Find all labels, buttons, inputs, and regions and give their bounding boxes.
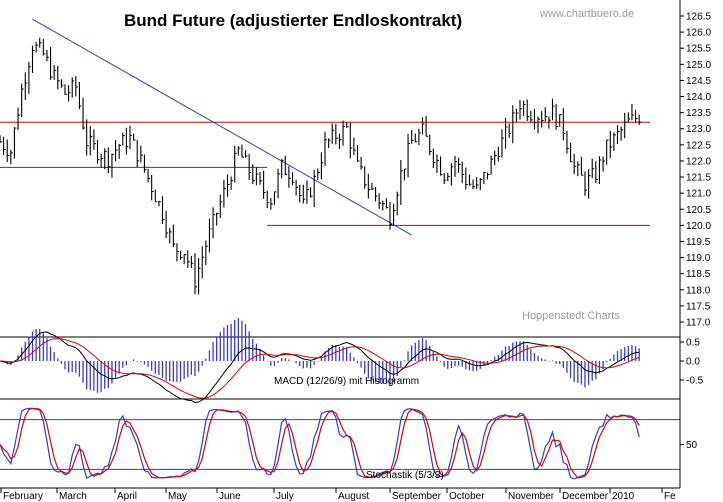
- y-tick-label: 120.5: [686, 205, 711, 216]
- x-tick-label: June: [219, 491, 241, 502]
- y-tick-label: 121.0: [686, 189, 711, 200]
- x-tick-label: September: [392, 491, 442, 502]
- stochastic-d-line: [0, 408, 640, 479]
- y-tick-label: 124.5: [686, 76, 711, 87]
- stochastic-levels: [0, 419, 680, 470]
- y-tick-label: 126.0: [686, 28, 711, 39]
- macd-label: MACD (12/26/9) mit Histogramm: [274, 376, 419, 387]
- trend-line-0: [32, 18, 412, 236]
- y-tick-label: 126.5: [686, 12, 711, 23]
- y-tick-label: 117.5: [686, 301, 711, 312]
- price-bars: [0, 37, 642, 295]
- y-tick-label: 117.0: [686, 318, 711, 329]
- macd-histogram: [2, 318, 640, 393]
- x-tick-label: Fe: [664, 491, 676, 502]
- x-tick-label: May: [168, 491, 187, 502]
- macd-y-tick-label: 0.5: [686, 338, 700, 349]
- macd-y-tick-label: -0.5: [686, 376, 704, 387]
- x-tick-label: August: [338, 491, 369, 502]
- y-tick-label: 124.0: [686, 92, 711, 103]
- macd-panel: MACD (12/26/9) mit Histogramm: [0, 318, 680, 404]
- stochastic-label: Stochastik (5/3/3): [366, 470, 444, 481]
- x-tick-label: March: [59, 491, 87, 502]
- y-tick-label: 125.0: [686, 60, 711, 71]
- stochastic-panel: Stochastik (5/3/3): [0, 398, 680, 481]
- x-tick-label: October: [449, 491, 485, 502]
- price-panel: Bund Future (adjustierter Endloskontrakt…: [0, 8, 650, 322]
- x-axis: February March April May June July August Septe…: [0, 487, 680, 502]
- y-tick-label: 118.0: [686, 285, 711, 296]
- y-tick-label: 121.5: [686, 173, 711, 184]
- stoch-y-tick-label: 50: [686, 440, 698, 451]
- stochastic-k-line: [0, 407, 640, 480]
- y-tick-label: 119.5: [686, 237, 711, 248]
- y-tick-label: 123.5: [686, 108, 711, 119]
- y-axis: 126.5 126.0 125.5 125.0 124.5 124.0 123.5 123.0…: [679, 0, 711, 488]
- x-tick-label: February: [3, 491, 43, 502]
- y-tick-label: 122.0: [686, 156, 711, 167]
- macd-line: [0, 331, 640, 404]
- x-tick-label: July: [276, 491, 294, 502]
- watermark: www.chartbuero.de: [539, 8, 634, 20]
- x-tick-label: December: [562, 491, 609, 502]
- y-tick-label: 125.5: [686, 44, 711, 55]
- y-tick-label: 119.0: [686, 253, 711, 264]
- macd-y-tick-label: 0.0: [686, 357, 700, 368]
- y-tick-label: 122.5: [686, 140, 711, 151]
- source-label: Hoppenstedt Charts: [522, 310, 620, 322]
- y-tick-label: 123.0: [686, 124, 711, 135]
- y-tick-label: 120.0: [686, 221, 711, 232]
- x-tick-label: November: [508, 491, 555, 502]
- chart-title: Bund Future (adjustierter Endloskontrakt…: [124, 11, 462, 30]
- y-tick-label: 118.5: [686, 269, 711, 280]
- macd-signal-line: [0, 338, 640, 399]
- trend-lines: [32, 18, 412, 236]
- x-tick-label: 2010: [612, 491, 635, 502]
- x-tick-label: April: [117, 491, 137, 502]
